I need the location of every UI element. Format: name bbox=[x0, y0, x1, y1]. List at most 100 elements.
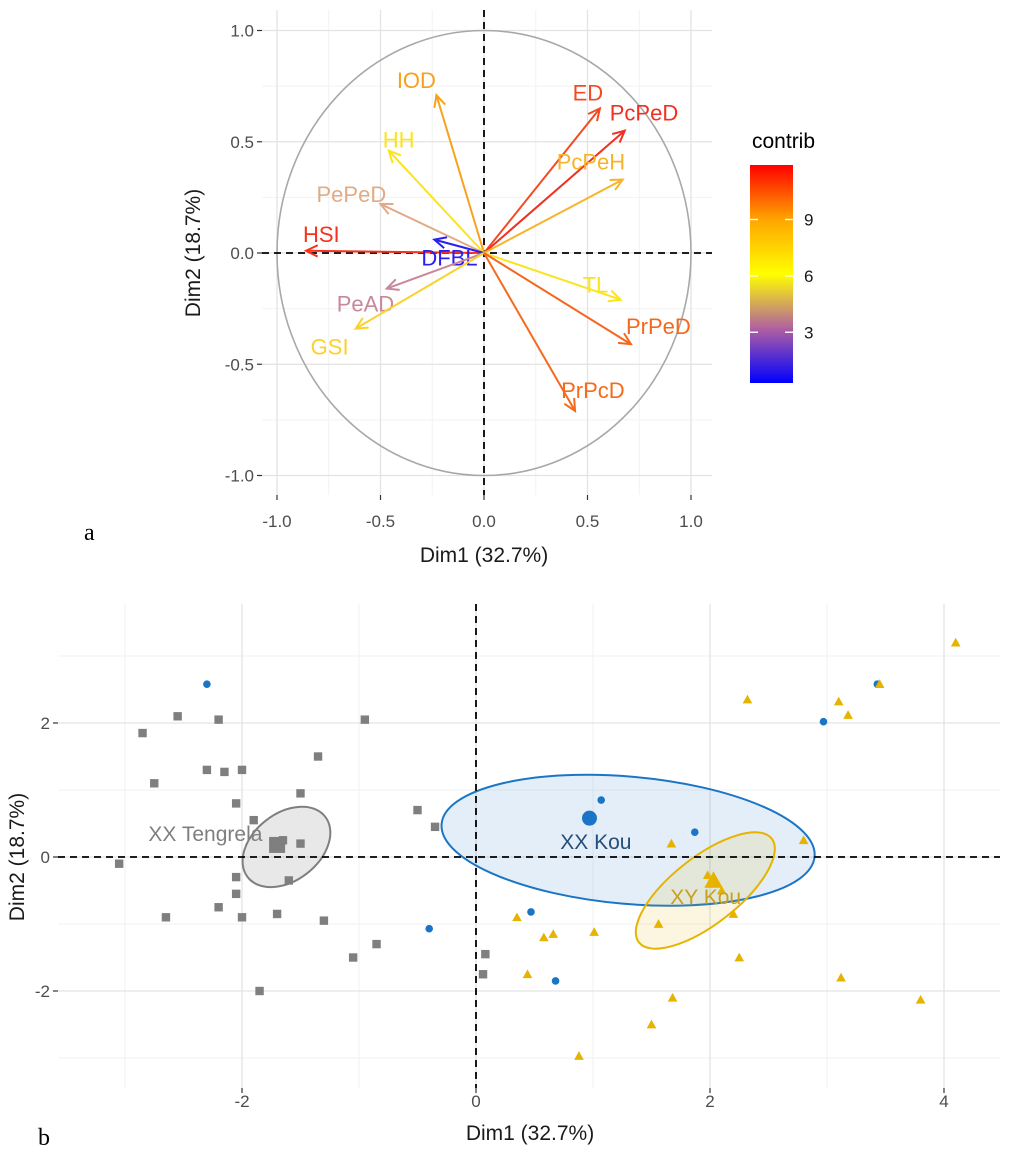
x-tick-label: -2 bbox=[234, 1092, 249, 1111]
loading-arrow-gsi bbox=[355, 252, 485, 330]
x-tick-label: 0.0 bbox=[472, 512, 496, 531]
data-point bbox=[161, 913, 171, 922]
group-label: XY Kou bbox=[670, 886, 741, 909]
x-axis-label: Dim1 (32.7%) bbox=[466, 1122, 594, 1145]
data-point bbox=[481, 949, 490, 959]
data-point bbox=[551, 977, 560, 985]
legend-tick-label: 6 bbox=[804, 267, 813, 286]
arrow-head-gsi bbox=[353, 317, 369, 330]
data-point bbox=[425, 924, 434, 933]
arrow-head-pcped bbox=[611, 129, 627, 143]
variable-label-hsi: HSI bbox=[303, 222, 340, 247]
y-tick-label: -1.0 bbox=[225, 467, 254, 486]
data-point bbox=[255, 986, 264, 996]
data-point bbox=[284, 876, 293, 885]
loading-arrow-pcped bbox=[483, 129, 626, 254]
data-point bbox=[653, 919, 664, 928]
arrow-head-pead bbox=[384, 278, 400, 291]
data-point bbox=[742, 694, 753, 704]
data-point bbox=[214, 903, 223, 912]
y-axis-label: Dim2 (18.7%) bbox=[182, 189, 205, 317]
data-point bbox=[836, 972, 846, 982]
data-point bbox=[833, 696, 844, 706]
legend-colorbar bbox=[750, 165, 793, 383]
x-axis-label: Dim1 (32.7%) bbox=[420, 544, 548, 567]
variable-label-prpcd: PrPcD bbox=[561, 378, 625, 403]
group-mean-point bbox=[704, 871, 723, 888]
x-tick-label: 0 bbox=[471, 1092, 480, 1111]
y-tick-label: -0.5 bbox=[225, 355, 254, 374]
x-tick-label: 4 bbox=[939, 1092, 948, 1111]
data-point bbox=[597, 796, 605, 804]
data-point bbox=[138, 728, 147, 738]
data-point bbox=[728, 909, 739, 918]
data-point bbox=[237, 913, 247, 922]
group-mean-point bbox=[269, 836, 286, 853]
data-point bbox=[667, 992, 678, 1002]
loading-arrow-hsi bbox=[305, 249, 485, 254]
data-point bbox=[272, 909, 282, 919]
y-axis-label: Dim2 (18.7%) bbox=[6, 793, 29, 921]
data-point bbox=[348, 953, 358, 962]
data-point bbox=[819, 717, 828, 726]
data-point bbox=[231, 872, 241, 882]
x-tick-label: 1.0 bbox=[679, 512, 703, 531]
data-point bbox=[702, 870, 713, 879]
data-point bbox=[313, 752, 323, 761]
loading-arrow-pcpeh bbox=[483, 178, 624, 254]
y-tick-label: 0.5 bbox=[230, 133, 254, 152]
loading-arrow-ed bbox=[483, 107, 601, 254]
variable-label-prped: PrPeD bbox=[626, 314, 691, 339]
loading-arrow-pead bbox=[386, 252, 485, 290]
x-tick-label: -0.5 bbox=[366, 512, 395, 531]
arrow-head-pcpeh bbox=[609, 178, 625, 191]
loading-arrow-prped bbox=[483, 252, 632, 346]
arrow-head-ed bbox=[587, 106, 602, 122]
loading-arrow-iod bbox=[435, 94, 485, 254]
arrow-head-dfbl bbox=[432, 236, 448, 249]
variable-label-pead: PeAD bbox=[337, 292, 394, 317]
variable-label-ed: ED bbox=[573, 80, 604, 105]
panel-label-b: b bbox=[38, 1125, 50, 1151]
variable-label-iod: IOD bbox=[397, 68, 436, 93]
arrow-head-tl bbox=[607, 289, 623, 303]
arrow-head-hh bbox=[387, 148, 402, 164]
data-point bbox=[646, 1019, 657, 1029]
x-tick-label: -1.0 bbox=[262, 512, 291, 531]
data-point bbox=[527, 908, 535, 916]
loading-arrow-hh bbox=[388, 149, 485, 254]
data-point bbox=[360, 715, 370, 724]
data-point bbox=[522, 969, 533, 979]
data-point bbox=[690, 828, 699, 837]
data-point bbox=[249, 815, 258, 825]
data-point bbox=[798, 835, 809, 845]
data-point bbox=[231, 799, 241, 808]
y-tick-label: 0 bbox=[41, 848, 50, 867]
variable-label-peped: PePeD bbox=[317, 182, 387, 207]
data-point bbox=[548, 929, 559, 938]
y-tick-label: -2 bbox=[35, 982, 50, 1001]
variable-label-pcpeh: PcPeH bbox=[557, 150, 625, 175]
data-point bbox=[413, 805, 422, 815]
data-point bbox=[716, 885, 727, 895]
data-point bbox=[915, 994, 926, 1004]
group-label: XX Tengrela bbox=[148, 823, 262, 846]
data-point bbox=[296, 839, 305, 848]
data-point bbox=[478, 970, 488, 979]
data-point bbox=[319, 916, 329, 925]
x-tick-label: 0.5 bbox=[576, 512, 600, 531]
data-point bbox=[202, 765, 212, 775]
data-point bbox=[296, 789, 305, 798]
data-point bbox=[539, 932, 549, 942]
data-point bbox=[150, 779, 159, 788]
y-tick-label: 1.0 bbox=[230, 22, 254, 41]
legend-title: contrib bbox=[752, 130, 815, 153]
legend-tick-label: 3 bbox=[804, 323, 813, 342]
data-point bbox=[203, 680, 211, 688]
confidence-ellipse-2 bbox=[634, 831, 776, 950]
data-point bbox=[666, 838, 677, 848]
group-mean-point bbox=[581, 810, 597, 826]
data-point bbox=[220, 767, 229, 777]
arrow-head-prped bbox=[617, 332, 633, 346]
